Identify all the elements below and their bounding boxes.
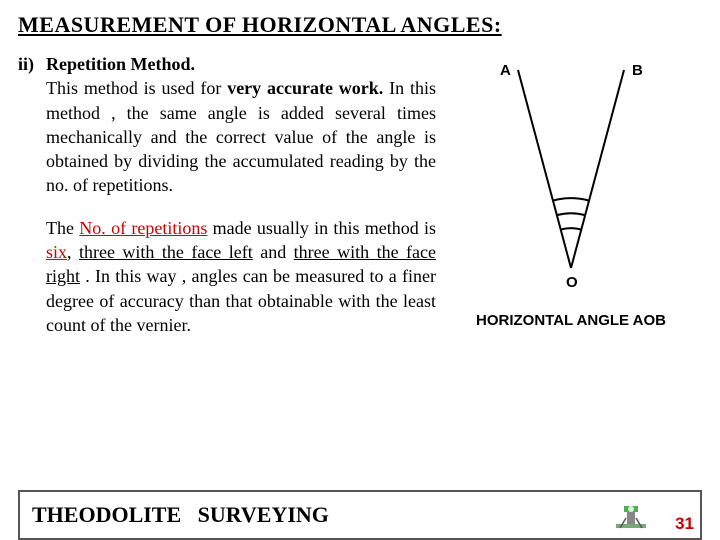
arc-1 (561, 228, 582, 229)
para2-e: . In this way , angles can be measured t… (46, 266, 436, 335)
para1-body-a: This method is used for (46, 78, 227, 98)
para1-heading: Repetition Method. (46, 54, 195, 74)
footer-title-a: THEODOLITE (32, 502, 181, 527)
para2-six: six (46, 242, 67, 262)
figure-caption: HORIZONTAL ANGLE AOB (446, 312, 696, 329)
para2-b: made usually in this method is (207, 218, 436, 238)
label-a: A (500, 62, 511, 79)
footer-title-b: SURVEYING (198, 502, 329, 527)
label-b: B (632, 62, 643, 79)
ray-ob (571, 70, 624, 268)
ray-oa (518, 70, 571, 268)
footer: THEODOLITE SURVEYING 31 (0, 490, 720, 540)
para2-left: three with the face left (79, 242, 253, 262)
text-column: Repetition Method. This method is used f… (46, 52, 446, 337)
paragraph-1: Repetition Method. This method is used f… (46, 52, 436, 198)
theodolite-icon (614, 500, 648, 530)
angle-svg (456, 58, 686, 288)
footer-inner: THEODOLITE SURVEYING (18, 490, 702, 540)
page-title: MEASUREMENT OF HORIZONTAL ANGLES: (18, 12, 702, 38)
para2-a: The (46, 218, 79, 238)
page-number: 31 (675, 514, 694, 534)
angle-diagram: A B O (456, 58, 686, 298)
para1-accurate: very accurate work. (227, 78, 383, 98)
arc-3 (553, 198, 589, 200)
para2-d: and (253, 242, 294, 262)
arc-2 (557, 213, 585, 215)
paragraph-2: The No. of repetitions made usually in t… (46, 216, 436, 337)
footer-title: THEODOLITE SURVEYING (32, 502, 614, 528)
content-row: ii) Repetition Method. This method is us… (18, 52, 702, 337)
para2-c: , (67, 242, 79, 262)
label-o: O (566, 274, 578, 291)
figure-column: A B O HORIZONTAL ANGLE AOB (446, 52, 702, 337)
list-marker: ii) (18, 52, 46, 337)
para2-reps: No. of repetitions (79, 218, 207, 238)
